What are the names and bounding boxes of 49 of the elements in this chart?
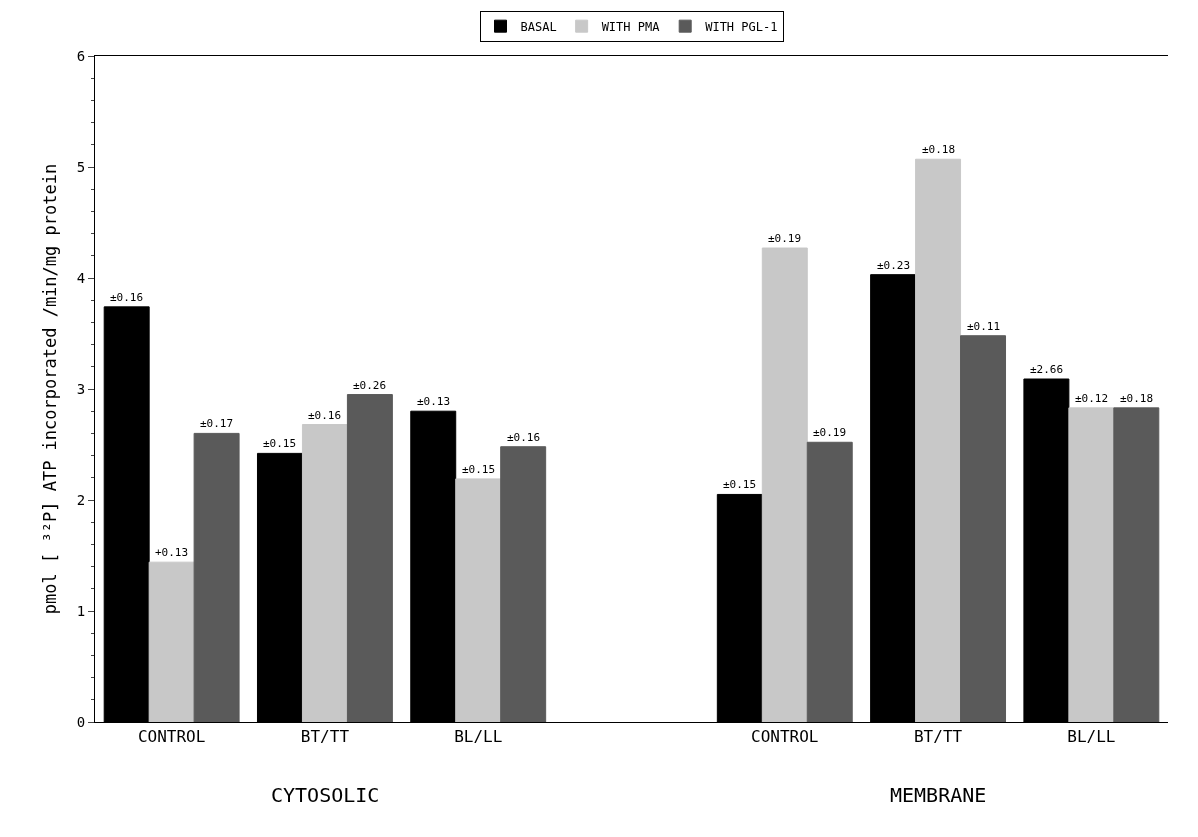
annotation: ±0.19 xyxy=(813,426,847,439)
x-tick-label: BL/LL xyxy=(1067,727,1116,747)
y-tick-label: 0 xyxy=(76,713,86,730)
y-axis-title: pmol [ ³²P] ATP incorporated /min/mg protein xyxy=(40,163,61,615)
x-tick-label: CONTROL xyxy=(751,727,819,747)
annotation: ±0.11 xyxy=(967,320,1001,333)
y-tick-label: 1 xyxy=(76,602,86,619)
bar xyxy=(500,446,547,722)
annotation: ±0.16 xyxy=(308,409,342,422)
annotation: ±0.15 xyxy=(723,478,757,491)
bar xyxy=(148,561,195,722)
text: MEMBRANE xyxy=(890,783,987,807)
annotation: ±0.12 xyxy=(1075,392,1109,405)
annotation: ±0.15 xyxy=(462,463,496,476)
bar xyxy=(960,335,1007,722)
bar xyxy=(346,394,393,722)
bar xyxy=(1068,407,1115,722)
annotation: ±2.66 xyxy=(1030,363,1064,376)
x-tick-label: CONTROL xyxy=(137,727,206,747)
x-tick-label: BL/LL xyxy=(454,727,503,747)
bar xyxy=(761,247,808,722)
bar xyxy=(1113,407,1160,722)
y-tick-label: 5 xyxy=(76,158,86,175)
bar xyxy=(301,424,348,722)
annotation: ±0.18 xyxy=(1120,392,1154,405)
annotation: ±0.19 xyxy=(768,232,802,245)
bar xyxy=(915,158,962,722)
annotation: ±0.15 xyxy=(263,437,297,450)
annotation: ±0.13 xyxy=(417,395,451,408)
annotation: ±0.17 xyxy=(200,417,234,430)
y-tick-label: 2 xyxy=(76,491,86,508)
annotation: ±0.23 xyxy=(877,259,911,272)
legend-label: BASAL xyxy=(520,19,557,34)
annotation: ±0.16 xyxy=(110,291,144,304)
x-tick-label: BT/TT xyxy=(300,727,350,747)
y-tick-label: 6 xyxy=(76,47,86,64)
annotation: ±0.26 xyxy=(353,379,387,392)
bar xyxy=(193,432,240,722)
y-tick-label: 3 xyxy=(76,380,86,397)
annotation: ±0.18 xyxy=(922,143,956,156)
annotation: ±0.16 xyxy=(507,431,541,444)
legend-label: WITH PGL-1 xyxy=(705,19,778,34)
bar xyxy=(806,441,853,722)
legend-label: WITH PMA xyxy=(601,19,661,34)
y-tick-label: 4 xyxy=(76,269,86,286)
bar xyxy=(455,478,502,722)
x-tick-label: BT/TT xyxy=(913,727,963,747)
text: CYTOSOLIC xyxy=(271,783,380,807)
annotation: +0.13 xyxy=(155,546,189,559)
